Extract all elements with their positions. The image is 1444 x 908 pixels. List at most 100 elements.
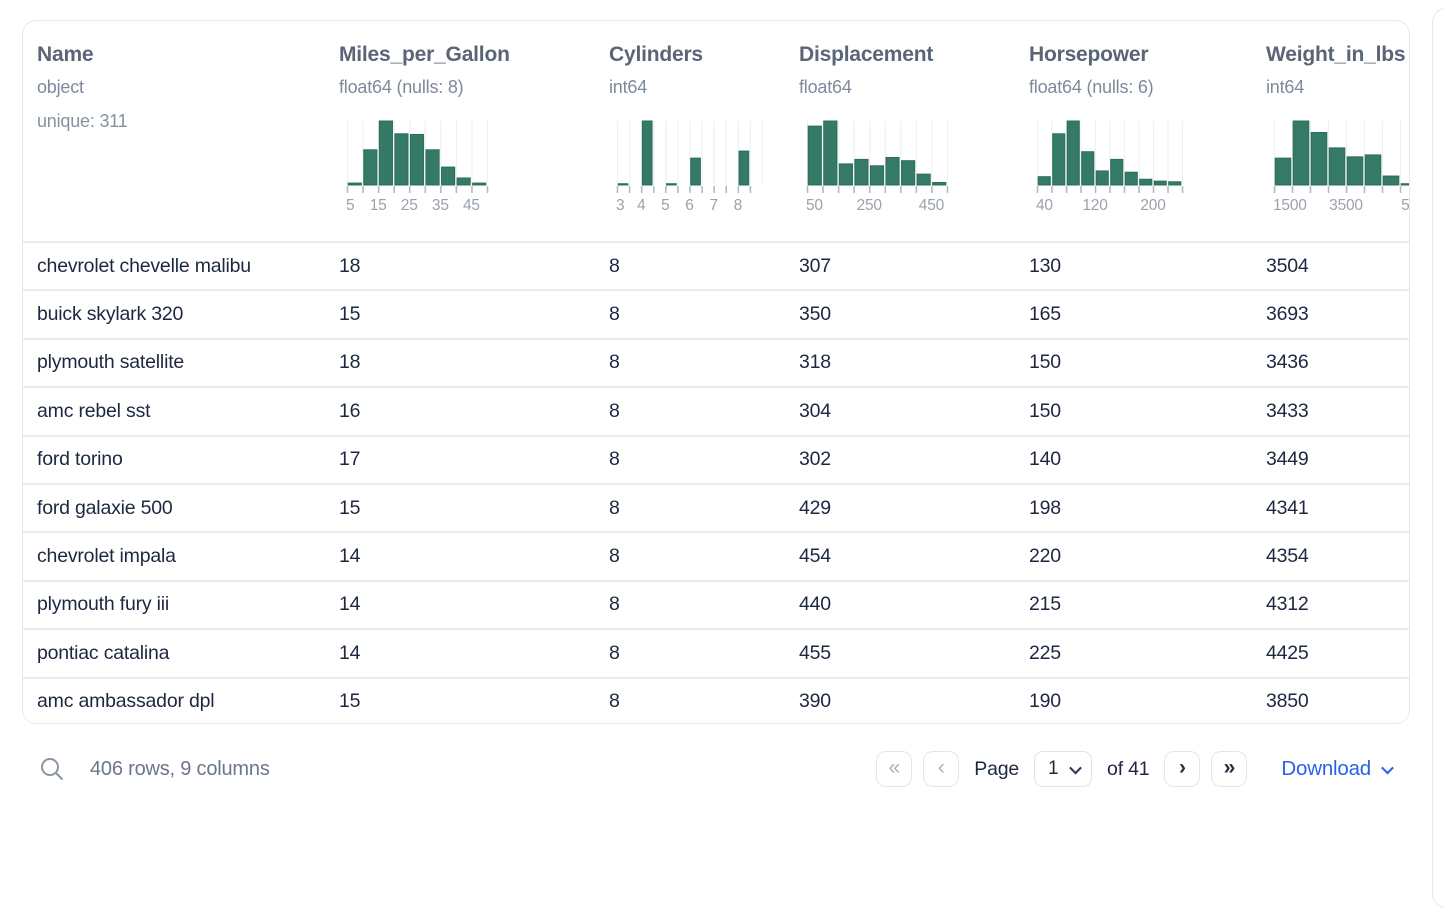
table-cell: 8 [609, 545, 620, 568]
svg-text:8: 8 [734, 197, 742, 214]
table-cell: ford torino [37, 448, 123, 471]
svg-text:45: 45 [463, 197, 480, 214]
table-cell: 304 [799, 399, 831, 422]
adjacent-panel-edge [1432, 8, 1444, 908]
table-cell: 16 [339, 399, 361, 422]
table-cell: 8 [609, 593, 620, 616]
svg-text:15: 15 [370, 197, 387, 214]
svg-text:3500: 3500 [1329, 197, 1363, 214]
table-row: ford torino 17 8 302 140 3449 [23, 434, 1409, 483]
table-row: pontiac catalina 14 8 455 225 4425 [23, 628, 1409, 677]
table-cell: 8 [609, 303, 620, 326]
svg-text:3: 3 [616, 197, 624, 214]
table-cell: buick skylark 320 [37, 303, 184, 326]
page-total-label: of 41 [1107, 757, 1150, 780]
table-cell: 140 [1029, 448, 1061, 471]
next-page-button[interactable]: › [1164, 751, 1201, 787]
column-header-name: Name object unique: 311 [23, 21, 325, 241]
table-cell: 190 [1029, 690, 1061, 713]
table-cell: 8 [609, 448, 620, 471]
svg-text:35: 35 [432, 197, 449, 214]
table-cell: pontiac catalina [37, 641, 170, 664]
table-cell: 225 [1029, 641, 1061, 664]
table-cell: 8 [609, 254, 620, 277]
table-cell: 3436 [1266, 351, 1309, 374]
page-select-value: 1 [1048, 758, 1059, 779]
table-cell: 4312 [1266, 593, 1309, 616]
table-cell: 4425 [1266, 641, 1309, 664]
page-select[interactable]: 1 [1034, 751, 1093, 787]
svg-text:25: 25 [401, 197, 418, 214]
table-cell: 8 [609, 641, 620, 664]
table-cell: 14 [339, 641, 361, 664]
table-cell: 18 [339, 351, 361, 374]
column-title: Miles_per_Gallon [339, 43, 510, 66]
table-cell: plymouth satellite [37, 351, 185, 374]
last-page-button[interactable]: » [1211, 751, 1248, 787]
table-cell: 4354 [1266, 545, 1309, 568]
table-cell: chevrolet impala [37, 545, 176, 568]
column-header-displacement: Displacement float64 50 250 450 [785, 21, 1015, 241]
column-dtype: int64 [609, 77, 648, 97]
svg-text:200: 200 [1140, 197, 1166, 214]
displacement-histogram[interactable]: 50 250 450 [806, 119, 951, 215]
previous-page-button[interactable]: ‹ [923, 751, 960, 787]
table-cell: 8 [609, 690, 620, 713]
first-page-button[interactable]: « [876, 751, 913, 787]
table-cell: 454 [799, 545, 831, 568]
row-column-count: 406 rows, 9 columns [90, 757, 270, 780]
table-cell: 318 [799, 351, 831, 374]
svg-text:6: 6 [685, 197, 693, 214]
table-cell: amc ambassador dpl [37, 690, 215, 713]
column-title: Cylinders [609, 43, 703, 66]
column-header-horsepower: Horsepower float64 (nulls: 6) 40 120 200 [1015, 21, 1252, 241]
svg-text:5: 5 [346, 197, 354, 214]
svg-text:5500: 5500 [1401, 197, 1410, 214]
table-cell: 14 [339, 593, 361, 616]
table-cell: 307 [799, 254, 831, 277]
table-footer: 406 rows, 9 columns « ‹ Page 1 of 41 › »… [22, 738, 1422, 800]
column-dtype: float64 (nulls: 6) [1029, 77, 1154, 97]
weight-in-lbs-histogram[interactable]: 1500 3500 5500 [1273, 119, 1410, 215]
table-row: ford galaxie 500 15 8 429 198 4341 [23, 482, 1409, 532]
column-unique-count: unique: 311 [37, 111, 128, 131]
table-cell: 8 [609, 496, 620, 519]
table-cell: 15 [339, 690, 361, 713]
column-dtype: float64 [799, 77, 852, 97]
column-dtype: object [37, 77, 84, 97]
table-cell: 350 [799, 303, 831, 326]
table-cell: 215 [1029, 593, 1061, 616]
table-cell: chevrolet chevelle malibu [37, 254, 251, 277]
table-cell: 8 [609, 351, 620, 374]
table-cell: 8 [609, 399, 620, 422]
table-cell: 302 [799, 448, 831, 471]
table-cell: 3433 [1266, 399, 1309, 422]
svg-text:7: 7 [709, 197, 717, 214]
download-button[interactable]: Download [1281, 757, 1394, 781]
horsepower-histogram[interactable]: 40 120 200 [1036, 119, 1186, 215]
table-cell: 15 [339, 496, 361, 519]
table-cell: 455 [799, 641, 831, 664]
svg-text:1500: 1500 [1273, 197, 1307, 214]
column-title: Name [37, 43, 94, 66]
chevron-down-icon [1381, 761, 1394, 774]
table-cell: 3693 [1266, 303, 1309, 326]
column-dtype: int64 [1266, 77, 1305, 97]
table-cell: plymouth fury iii [37, 593, 170, 616]
search-icon[interactable] [38, 755, 66, 783]
column-title: Weight_in_lbs [1266, 43, 1406, 66]
column-title: Displacement [799, 43, 934, 66]
column-dtype: float64 (nulls: 8) [339, 77, 464, 97]
page-label: Page [974, 757, 1020, 780]
table-cell: 14 [339, 545, 361, 568]
table-cell: amc rebel sst [37, 399, 151, 422]
table-row: plymouth satellite 18 8 318 150 3436 [23, 337, 1409, 387]
svg-text:5: 5 [661, 197, 669, 214]
svg-text:50: 50 [806, 197, 823, 214]
table-row: plymouth fury iii 14 8 440 215 4312 [23, 579, 1409, 629]
miles-per-gallon-histogram[interactable]: 5 15 25 35 45 [346, 119, 491, 215]
column-header-miles-per-gallon: Miles_per_Gallon float64 (nulls: 8) 5 15 2… [325, 21, 595, 241]
table-cell: 3850 [1266, 690, 1309, 713]
table-cell: 15 [339, 303, 361, 326]
